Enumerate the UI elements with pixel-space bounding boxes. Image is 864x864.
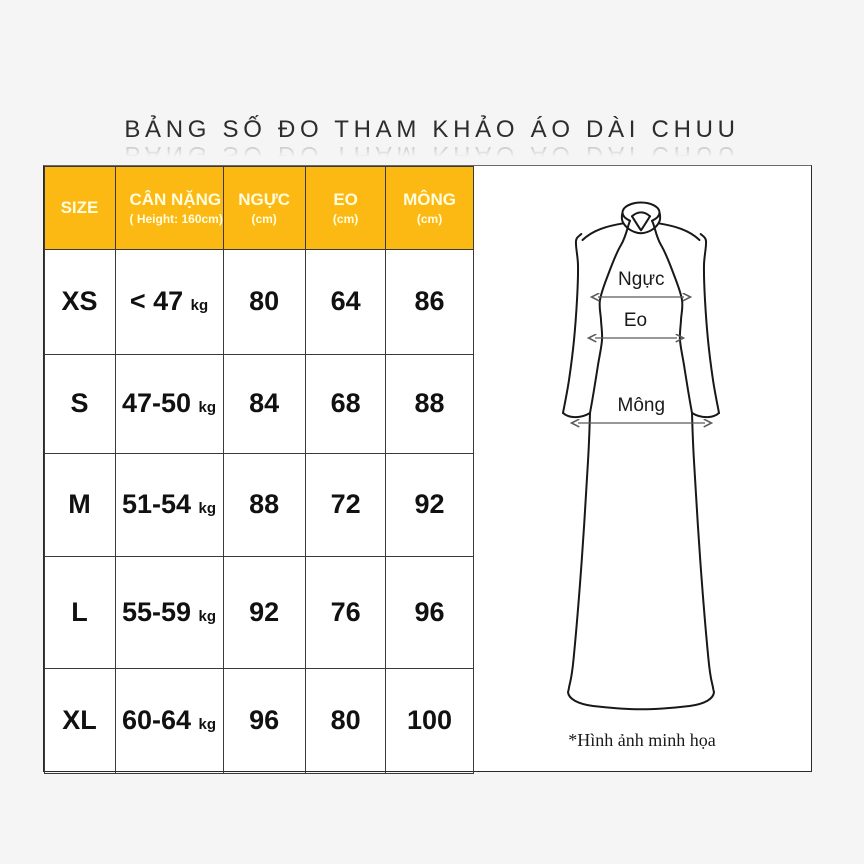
svg-text:Mông: Mông (617, 395, 664, 416)
svg-text:Ngực: Ngực (618, 269, 664, 290)
svg-text:Eo: Eo (624, 310, 647, 331)
